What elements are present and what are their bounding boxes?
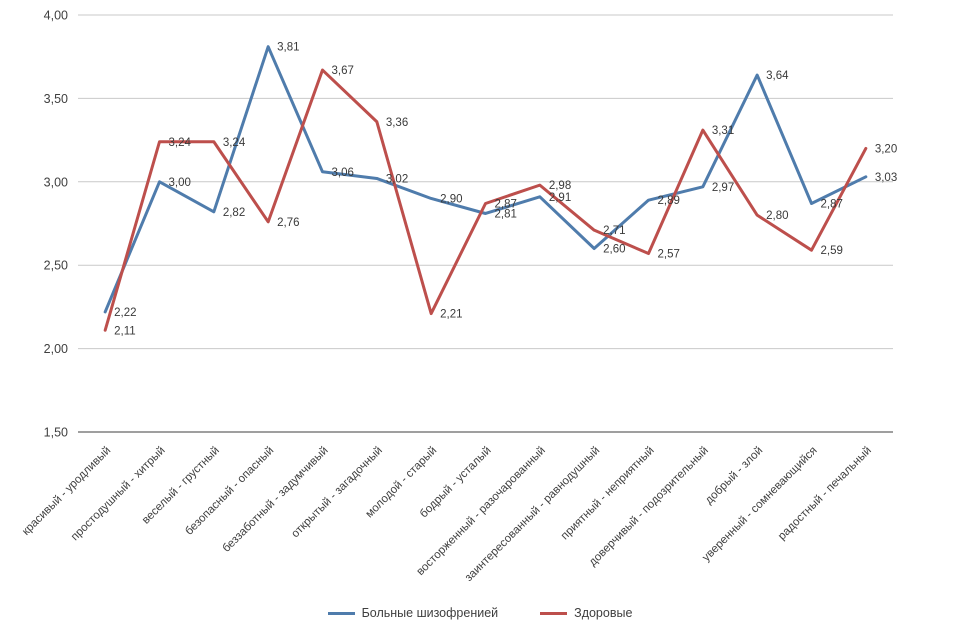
y-axis-tick-label: 4,00	[44, 9, 68, 23]
x-axis-category-label: добрый - злой	[703, 445, 765, 507]
x-axis-category-label: простодушный - хитрый	[69, 445, 168, 544]
legend-item-schizophrenia: Больные шизофренией	[327, 606, 499, 620]
y-axis-tick-label: 2,00	[44, 342, 68, 356]
x-axis-category-label: приятный - неприятный	[559, 445, 657, 543]
data-label-series-1: 2,59	[821, 245, 843, 257]
data-label-series-0: 3,06	[332, 167, 354, 179]
data-label-series-1: 2,71	[603, 225, 625, 237]
y-axis-tick-label: 1,50	[44, 426, 68, 440]
data-label-series-1: 2,76	[277, 217, 299, 229]
data-label-series-0: 3,02	[386, 173, 408, 185]
data-label-series-0: 3,64	[766, 70, 789, 82]
y-axis-tick-label: 2,50	[44, 259, 68, 273]
series-line-0	[103, 45, 868, 314]
legend-item-healthy: Здоровые	[540, 606, 632, 620]
data-label-series-1: 3,20	[875, 143, 897, 155]
data-label-series-1: 2,98	[549, 180, 571, 192]
data-label-series-1: 3,67	[332, 65, 354, 77]
x-axis-category-label: доверчивый - подозрительный	[587, 445, 711, 569]
chart-legend: Больные шизофренией Здоровые	[0, 606, 960, 620]
data-label-series-1: 3,24	[223, 137, 246, 149]
data-label-series-1: 2,87	[495, 198, 517, 210]
line-chart: 4,00 3,50 3,00 2,50 2,00 1,50 красивый - уродл…	[20, 9, 897, 585]
data-label-series-0: 2,82	[223, 207, 245, 219]
data-label-series-0: 3,00	[169, 177, 191, 189]
y-axis-tick-label: 3,50	[44, 92, 68, 106]
data-label-series-0: 2,90	[440, 193, 462, 205]
data-label-series-0: 2,97	[712, 182, 734, 194]
x-axis-category-label: безопасный - опасный	[183, 445, 276, 538]
data-label-series-1: 2,57	[658, 249, 680, 261]
x-axis-category-label: уверенный - сомневающийся	[700, 445, 819, 564]
x-axis-category-label: беззаботный - задумчивый	[220, 445, 330, 555]
data-label-series-1: 2,80	[766, 210, 788, 222]
data-label-series-0: 2,22	[114, 307, 136, 319]
legend-line-swatch-red	[540, 611, 568, 615]
legend-label: Здоровые	[574, 606, 633, 620]
data-label-series-1: 3,36	[386, 117, 408, 129]
data-label-series-0: 2,91	[549, 192, 571, 204]
series-line-1	[103, 68, 868, 332]
data-label-series-1: 2,21	[440, 309, 462, 321]
data-label-series-0: 3,81	[277, 42, 299, 54]
legend-line-swatch-blue	[327, 611, 355, 615]
x-axis-category-label: радостный - печальный	[776, 445, 874, 543]
data-label-series-0: 2,81	[495, 208, 517, 220]
data-label-series-1: 3,24	[169, 137, 192, 149]
data-label-series-1: 3,31	[712, 125, 734, 137]
x-axis-category-label: открытый - загадочный	[289, 445, 385, 541]
data-label-series-0: 2,60	[603, 244, 625, 256]
y-axis-tick-label: 3,00	[44, 175, 68, 189]
data-label-series-0: 2,89	[658, 195, 680, 207]
legend-label: Больные шизофренией	[361, 606, 499, 620]
x-axis-category-label: красивый - уродливый	[20, 445, 113, 538]
data-label-series-0: 3,03	[875, 172, 897, 184]
data-label-series-1: 2,11	[114, 325, 136, 337]
data-label-series-0: 2,87	[821, 198, 843, 210]
